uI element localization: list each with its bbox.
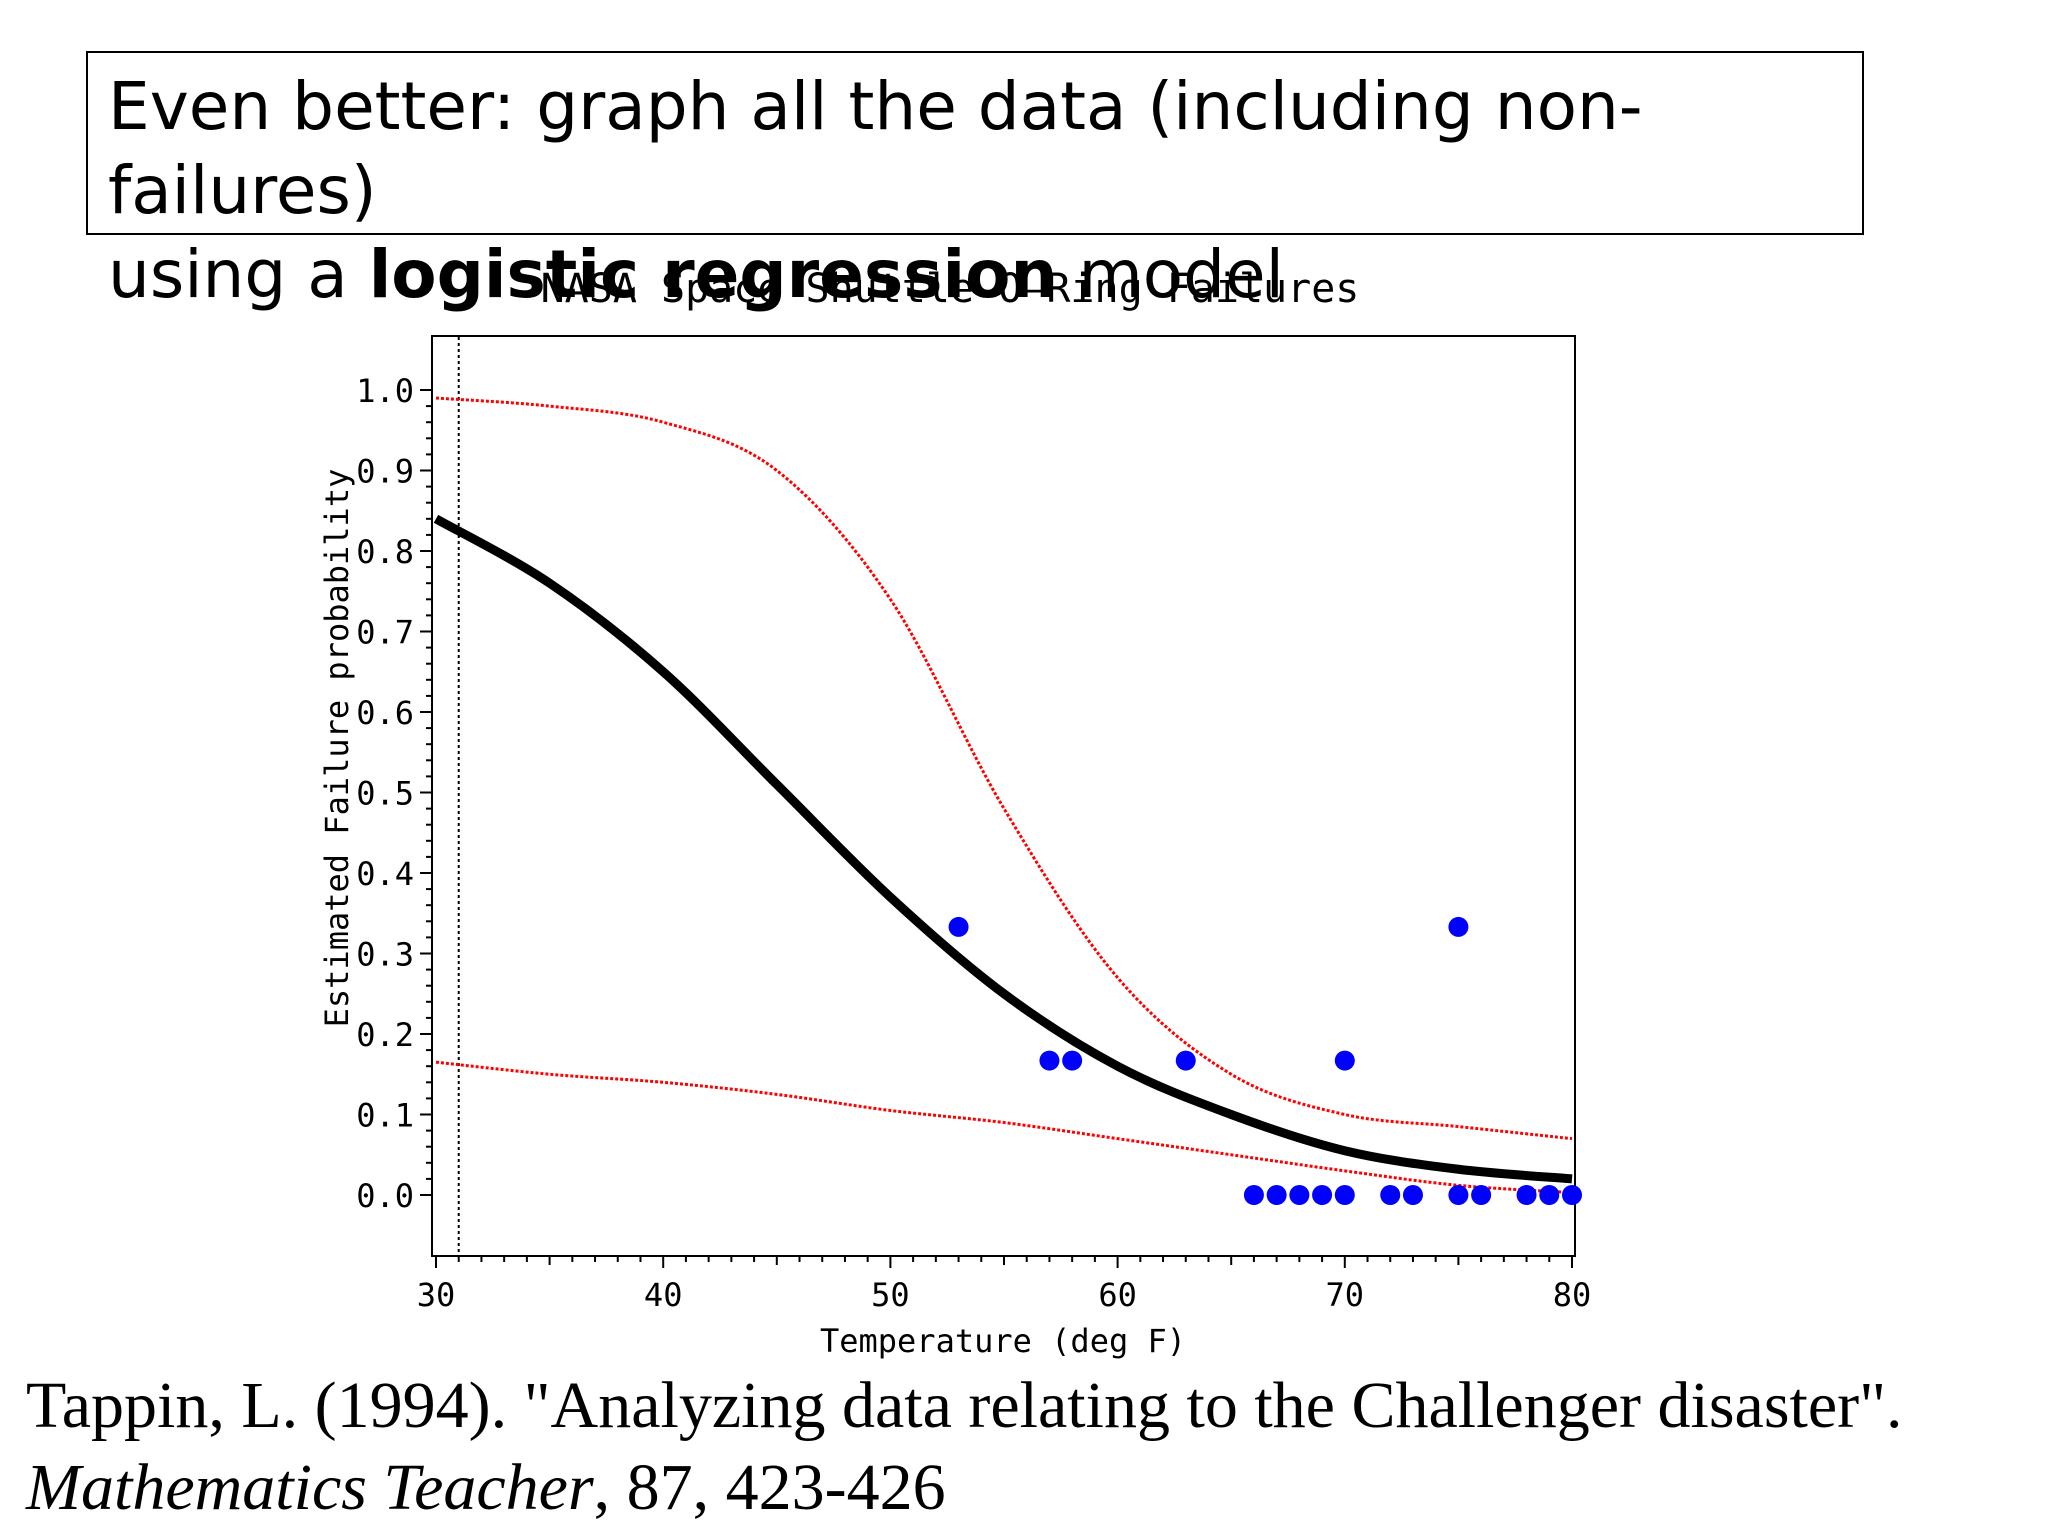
- citation-rest: , 87, 423-426: [593, 1451, 946, 1524]
- citation: Tappin, L. (1994). "Analyzing data relat…: [26, 1365, 1903, 1529]
- citation-line-1: Tappin, L. (1994). "Analyzing data relat…: [26, 1369, 1903, 1442]
- citation-line-2: Mathematics Teacher, 87, 423-426: [26, 1447, 1903, 1529]
- data-points: [948, 916, 1582, 1205]
- y-tick-label: 0.8: [356, 533, 414, 571]
- data-point: [1062, 1050, 1083, 1071]
- header-line-2: using a logistic regression model: [108, 233, 1862, 317]
- data-point: [1175, 1050, 1196, 1071]
- y-tick-label: 1.0: [356, 372, 414, 410]
- y-tick-label: 0.4: [356, 855, 414, 893]
- data-point: [1266, 1185, 1287, 1205]
- header-line-1: Even better: graph all the data (includi…: [108, 68, 1643, 229]
- data-point: [1334, 1185, 1355, 1205]
- header-box: Even better: graph all the data (includi…: [86, 51, 1864, 313]
- data-point: [1243, 1185, 1264, 1205]
- upper-confidence-band: [435, 396, 1573, 1141]
- header-line-2-pre: using a: [108, 236, 369, 313]
- lower-confidence-band: [435, 1060, 1573, 1195]
- y-tick-label: 0.2: [356, 1016, 414, 1054]
- data-point: [1471, 1185, 1492, 1205]
- data-point: [1380, 1185, 1401, 1205]
- y-axis-label: Estimated Failure probability: [318, 469, 356, 1028]
- x-tick-label: 30: [417, 1276, 456, 1314]
- x-tick-label: 60: [1098, 1276, 1137, 1314]
- data-point: [1448, 1185, 1469, 1205]
- data-point: [1562, 1185, 1582, 1205]
- y-tick-label: 0.5: [356, 775, 414, 813]
- y-tick-label: 0.9: [356, 453, 414, 491]
- header-line-2-post: model: [1057, 236, 1284, 313]
- plot-frame: [431, 335, 1576, 1257]
- data-point: [1539, 1185, 1560, 1205]
- y-tick-label: 0.1: [356, 1097, 414, 1135]
- x-tick-label: 80: [1553, 1276, 1592, 1314]
- x-tick-label: 50: [871, 1276, 910, 1314]
- data-point: [1516, 1185, 1537, 1205]
- data-point: [1402, 1185, 1423, 1205]
- x-tick-label: 40: [644, 1276, 683, 1314]
- x-axis: 30 40 50 60 70 80: [417, 1256, 1592, 1314]
- confidence-bands: [435, 396, 1573, 1195]
- y-tick-label: 0.6: [356, 694, 414, 732]
- data-point: [1334, 1050, 1355, 1071]
- y-tick-label: 0.3: [356, 936, 414, 974]
- y-tick-label: 0.7: [356, 614, 414, 652]
- chart-title: NASA Space Shuttle O—Ring Failures: [541, 266, 1360, 312]
- fitted-curve-group: [433, 514, 1573, 1184]
- data-point: [1289, 1185, 1310, 1205]
- data-point: [1312, 1185, 1333, 1205]
- y-tick-label: 0.0: [356, 1177, 414, 1215]
- citation-journal: Mathematics Teacher: [26, 1451, 594, 1524]
- header-line-2-bold: logistic regression: [368, 236, 1058, 313]
- data-point: [1448, 916, 1469, 937]
- data-point: [1039, 1050, 1060, 1071]
- data-point: [948, 916, 969, 937]
- x-axis-label: Temperature (deg F): [820, 1322, 1186, 1360]
- fitted-logistic-curve: [433, 514, 1573, 1184]
- x-tick-label: 70: [1326, 1276, 1365, 1314]
- y-axis: 0.0 0.1 0.2 0.3 0.4 0.5 0.6 0.7 0.8 0.9 1.0: [356, 372, 432, 1215]
